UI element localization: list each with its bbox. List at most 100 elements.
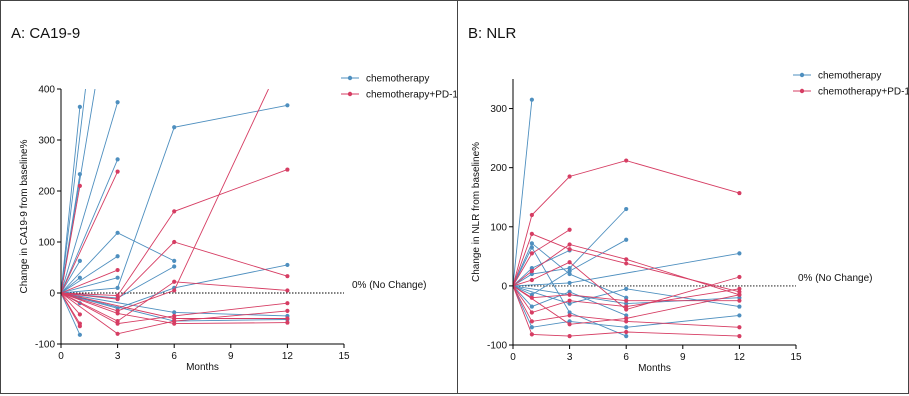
data-point: [737, 190, 742, 196]
data-point: [737, 289, 742, 294]
data-point: [567, 242, 572, 247]
data-point: [737, 292, 742, 297]
legend-item: chemotherapy: [341, 74, 429, 85]
series-line: [61, 89, 269, 312]
data-point: [115, 267, 120, 273]
data-point: [172, 310, 177, 315]
panel-title: A: CA19-9: [11, 25, 81, 42]
data-point: [567, 298, 572, 303]
x-tick-label: 0: [58, 351, 64, 362]
data-point: [567, 322, 572, 327]
series-line: [61, 89, 86, 294]
reference-line-label: 0% (No Change): [352, 280, 426, 291]
data-point: [567, 227, 572, 232]
plot-area: [61, 89, 344, 337]
y-tick-label: 200: [38, 187, 55, 198]
data-point: [115, 275, 120, 280]
data-point: [172, 125, 177, 130]
x-tick-label: 6: [171, 351, 177, 362]
data-point: [285, 320, 290, 325]
data-point: [737, 313, 742, 318]
data-point: [567, 269, 572, 274]
data-point: [624, 301, 629, 306]
series-line: [61, 232, 175, 294]
data-point: [115, 169, 120, 174]
series-line: [513, 160, 740, 287]
x-tick-label: 9: [228, 351, 234, 362]
y-tick-label: 100: [38, 238, 55, 249]
data-point: [172, 264, 177, 269]
data-point: [529, 231, 534, 236]
data-point: [115, 293, 120, 298]
data-point: [737, 251, 742, 256]
x-tick-label: 0: [510, 352, 516, 363]
y-tick-label: -100: [487, 341, 507, 352]
series-line: [61, 104, 288, 294]
data-point: [567, 289, 572, 294]
series-line: [61, 292, 288, 325]
data-point: [529, 251, 534, 256]
data-point: [77, 312, 82, 317]
data-point: [737, 334, 742, 339]
data-point: [529, 271, 534, 277]
series-line: [61, 169, 288, 297]
data-point: [285, 262, 290, 268]
series-line: [61, 102, 119, 294]
legend-label: chemotherapy+PD-1: [366, 90, 458, 101]
legend-swatch-marker: [799, 88, 805, 94]
data-point: [115, 100, 120, 105]
x-tick-label: 12: [734, 352, 746, 363]
x-tick-label: 15: [338, 351, 350, 362]
x-axis-label: Months: [186, 362, 219, 373]
data-point: [567, 310, 572, 315]
data-point: [77, 258, 82, 263]
x-tick-label: 6: [623, 352, 629, 363]
data-point: [567, 247, 572, 252]
data-point: [285, 288, 290, 293]
data-point: [529, 295, 534, 300]
panel-title: B: NLR: [468, 25, 517, 42]
data-point: [624, 206, 629, 212]
data-point: [172, 258, 177, 263]
data-point: [529, 269, 534, 274]
series-line: [513, 285, 740, 325]
panel-a: A: CA19-9 0% (No Change) -100 0 100 200 300 40…: [0, 0, 458, 394]
series-line: [61, 264, 288, 309]
y-axis-label: Change in NLR from baseline%: [471, 142, 482, 282]
data-point: [172, 279, 177, 284]
data-point: [624, 334, 629, 339]
series-line: [61, 292, 81, 335]
y-axis-label: Change in CA19-9 from baseline%: [19, 139, 30, 293]
data-point: [529, 332, 534, 337]
x-tick-label: 3: [567, 352, 573, 363]
data-point: [529, 212, 534, 218]
data-point: [115, 254, 120, 259]
data-point: [624, 319, 629, 324]
data-point: [567, 301, 572, 306]
series-line: [61, 171, 119, 294]
data-point: [624, 237, 629, 242]
x-tick-label: 12: [282, 351, 294, 362]
legend-label: chemotherapy: [818, 71, 881, 82]
data-point: [172, 316, 177, 321]
data-point: [624, 158, 629, 163]
data-point: [567, 313, 572, 318]
y-tick-label: 400: [38, 85, 55, 96]
data-point: [529, 304, 534, 309]
data-point: [77, 183, 82, 188]
data-point: [285, 308, 290, 313]
data-point: [115, 331, 120, 336]
series-line: [61, 269, 118, 294]
data-point: [567, 292, 572, 297]
data-point: [567, 319, 572, 324]
x-tick-label: 15: [790, 352, 802, 363]
series-line: [61, 292, 288, 325]
data-point: [567, 266, 572, 271]
data-point: [529, 97, 534, 102]
data-point: [624, 298, 629, 303]
data-point: [737, 304, 742, 309]
series-line: [61, 185, 81, 294]
data-point: [624, 261, 629, 266]
